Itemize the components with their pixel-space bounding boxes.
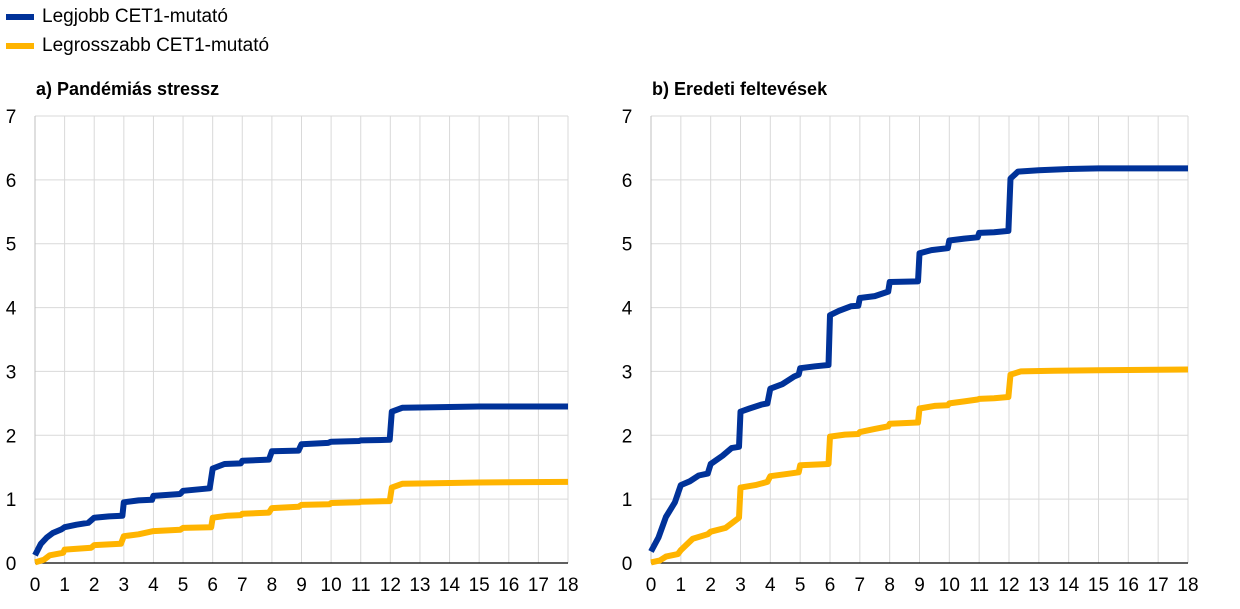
x-tick-label-a-17: 17 bbox=[528, 575, 549, 596]
x-tick-label-b-15: 15 bbox=[1088, 575, 1109, 596]
x-tick-label-b-4: 4 bbox=[765, 575, 776, 596]
x-tick-label-b-12: 12 bbox=[998, 575, 1019, 596]
legend-swatch-best bbox=[6, 13, 34, 20]
x-tick-label-b-17: 17 bbox=[1148, 575, 1169, 596]
series-line-a-worst bbox=[34, 478, 569, 566]
x-tick-label-b-10: 10 bbox=[939, 575, 960, 596]
y-tick-label-a-6: 6 bbox=[6, 171, 17, 192]
series-line-a-best bbox=[32, 403, 568, 557]
panel-a-title: a) Pandémiás stressz bbox=[36, 79, 220, 99]
legend-swatch-worst bbox=[6, 42, 34, 49]
y-tick-label-b-1: 1 bbox=[622, 490, 633, 511]
x-tick-label-a-9: 9 bbox=[296, 575, 307, 596]
x-tick-label-a-6: 6 bbox=[207, 575, 218, 596]
y-tick-label-a-4: 4 bbox=[6, 299, 17, 320]
legend: Legjobb CET1-mutató Legrosszabb CET1-mut… bbox=[6, 2, 269, 60]
legend-item-best: Legjobb CET1-mutató bbox=[6, 2, 269, 31]
series-line-b-worst bbox=[650, 366, 1189, 566]
x-tick-label-a-12: 12 bbox=[380, 575, 401, 596]
x-tick-label-a-18: 18 bbox=[557, 575, 578, 596]
x-tick-label-b-1: 1 bbox=[676, 575, 687, 596]
y-tick-label-b-4: 4 bbox=[622, 299, 633, 320]
x-tick-label-b-14: 14 bbox=[1058, 575, 1080, 596]
x-tick-label-a-2: 2 bbox=[89, 575, 100, 596]
x-tick-label-a-1: 1 bbox=[59, 575, 70, 596]
x-tick-label-a-3: 3 bbox=[119, 575, 130, 596]
x-tick-label-b-7: 7 bbox=[855, 575, 866, 596]
x-tick-label-a-14: 14 bbox=[439, 575, 461, 596]
x-tick-label-b-8: 8 bbox=[884, 575, 895, 596]
legend-label-worst: Legrosszabb CET1-mutató bbox=[42, 34, 270, 56]
x-tick-label-b-6: 6 bbox=[825, 575, 836, 596]
panel-b-title: b) Eredeti feltevések bbox=[652, 79, 828, 99]
x-tick-label-a-0: 0 bbox=[30, 575, 41, 596]
x-tick-label-b-11: 11 bbox=[969, 575, 989, 596]
y-tick-label-a-7: 7 bbox=[6, 107, 17, 128]
x-tick-label-b-3: 3 bbox=[735, 575, 746, 596]
x-tick-label-b-9: 9 bbox=[914, 575, 925, 596]
x-tick-label-a-11: 11 bbox=[351, 575, 371, 596]
x-tick-label-a-10: 10 bbox=[321, 575, 342, 596]
x-tick-label-b-13: 13 bbox=[1028, 575, 1049, 596]
y-tick-label-a-0: 0 bbox=[6, 554, 17, 575]
x-tick-label-b-18: 18 bbox=[1177, 575, 1198, 596]
x-tick-label-b-0: 0 bbox=[646, 575, 657, 596]
y-tick-label-a-2: 2 bbox=[6, 426, 17, 447]
y-tick-label-b-0: 0 bbox=[622, 554, 633, 575]
series-line-b-best bbox=[648, 165, 1188, 553]
y-tick-label-b-6: 6 bbox=[622, 171, 633, 192]
y-tick-label-b-2: 2 bbox=[622, 426, 633, 447]
y-tick-label-a-3: 3 bbox=[6, 362, 17, 383]
legend-item-worst: Legrosszabb CET1-mutató bbox=[6, 31, 269, 60]
legend-label-best: Legjobb CET1-mutató bbox=[42, 5, 228, 27]
x-tick-label-b-16: 16 bbox=[1118, 575, 1139, 596]
x-tick-label-b-2: 2 bbox=[705, 575, 716, 596]
y-tick-label-a-5: 5 bbox=[6, 235, 17, 256]
x-tick-label-a-15: 15 bbox=[469, 575, 490, 596]
x-tick-label-a-16: 16 bbox=[498, 575, 519, 596]
x-tick-label-a-4: 4 bbox=[148, 575, 159, 596]
x-tick-label-a-8: 8 bbox=[267, 575, 278, 596]
x-tick-label-a-5: 5 bbox=[178, 575, 189, 596]
y-tick-label-b-3: 3 bbox=[622, 362, 633, 383]
y-tick-label-b-5: 5 bbox=[622, 235, 633, 256]
y-tick-label-b-7: 7 bbox=[622, 107, 633, 128]
y-tick-label-a-1: 1 bbox=[6, 490, 17, 511]
x-tick-label-a-7: 7 bbox=[237, 575, 248, 596]
x-tick-label-b-5: 5 bbox=[795, 575, 806, 596]
x-tick-label-a-13: 13 bbox=[409, 575, 430, 596]
